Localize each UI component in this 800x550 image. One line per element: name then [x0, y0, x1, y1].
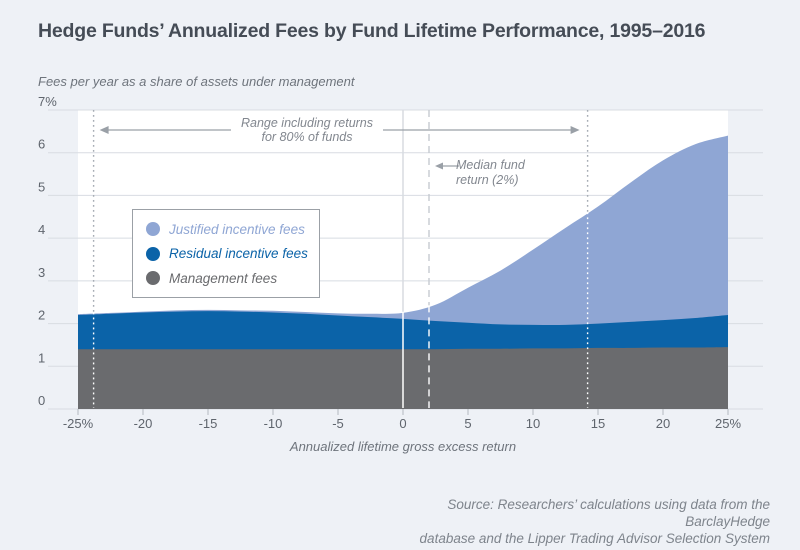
x-tick-label: 0 [399, 416, 406, 431]
source-line2: database and the Lipper Trading Advisor … [419, 531, 770, 550]
median-annotation: Median fund return (2%) [456, 158, 556, 188]
x-tick-label: 10 [526, 416, 540, 431]
x-tick-label: 20 [656, 416, 670, 431]
range-annotation-line1: Range including returns [240, 116, 374, 130]
x-tick-label: -10 [264, 416, 283, 431]
median-annotation-line2: return (2%) [456, 173, 519, 187]
x-tick-label: -25% [63, 416, 94, 431]
x-tick-label: 25% [715, 416, 741, 431]
y-axis-description: Fees per year as a share of assets under… [38, 74, 355, 89]
source-line1: Source: Researchers’ calculations using … [447, 497, 770, 529]
legend-item-justified: Justified incentive fees [146, 222, 319, 237]
y-tick-label: 3 [38, 265, 45, 280]
legend-item-label: Management fees [169, 270, 278, 286]
x-tick-label: 5 [464, 416, 471, 431]
y-tick-label: 0 [38, 393, 45, 408]
arrow-head-median-icon [435, 162, 443, 170]
arrow-head-left-icon [99, 126, 109, 134]
source-note: Source: Researchers’ calculations using … [368, 496, 770, 550]
x-tick-label: -15 [199, 416, 218, 431]
legend-item-label: Justified incentive fees [169, 221, 305, 237]
management-fees-swatch [146, 271, 160, 285]
legend-item-management: Management fees [146, 271, 319, 286]
x-tick-label: -20 [134, 416, 153, 431]
x-tick-label: -5 [332, 416, 344, 431]
residual-fees-swatch [146, 246, 160, 261]
range-annotation-line2: for 80% of funds [261, 130, 353, 144]
range-annotation: Range including returns for 80% of funds [207, 116, 407, 144]
median-annotation-line1: Median fund [456, 158, 525, 172]
legend: Justified incentive fees Residual incent… [132, 209, 320, 298]
x-tick-label: 15 [591, 416, 605, 431]
y-tick-label: 5 [38, 179, 45, 194]
y-tick-label: 7% [38, 94, 57, 109]
legend-item-residual: Residual incentive fees [146, 246, 319, 261]
justified-fees-swatch [146, 222, 160, 236]
page-title: Hedge Funds’ Annualized Fees by Fund Lif… [38, 20, 706, 42]
y-tick-label: 1 [38, 350, 45, 365]
legend-item-label: Residual incentive fees [169, 246, 308, 261]
y-tick-label: 4 [38, 222, 45, 237]
x-axis-title: Annualized lifetime gross excess return [289, 439, 517, 454]
arrow-head-right-icon [570, 126, 580, 134]
y-tick-label: 2 [38, 308, 45, 323]
y-tick-label: 6 [38, 137, 45, 152]
